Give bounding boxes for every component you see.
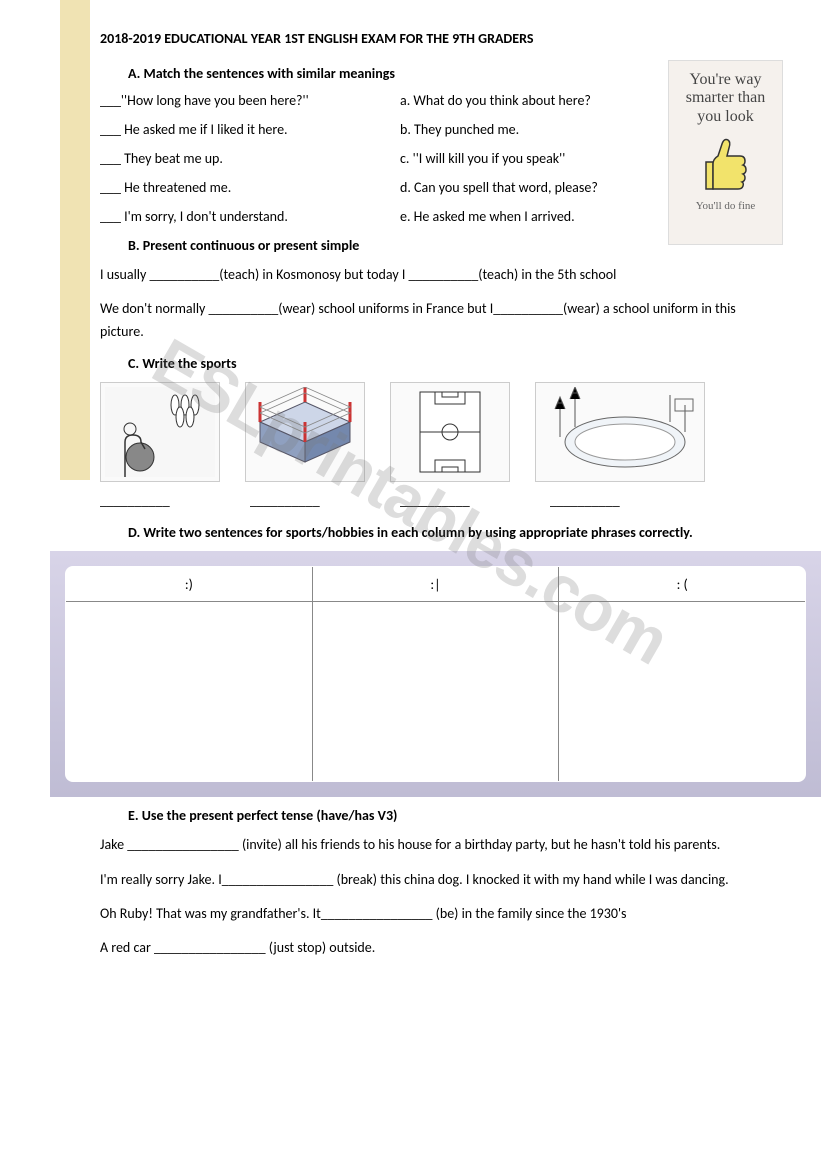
motivational-poster: You're way smarter than you look You'll …: [668, 60, 783, 245]
side-stripe: [60, 0, 90, 480]
poster-top-text: You're way smarter than you look: [677, 71, 774, 126]
section-c-label: C. Write the sports: [128, 355, 771, 372]
fill-line: I usually __________(teach) in Kosmonosy…: [100, 264, 771, 286]
cell: [559, 602, 806, 782]
poster-bottom-text: You'll do fine: [677, 200, 774, 212]
sport-image-football: [390, 382, 510, 482]
match-left: ___ They beat me up.: [100, 150, 400, 167]
sport-blank-row: __________ __________ __________ _______…: [100, 492, 771, 509]
hobby-table: :) :| : (: [65, 566, 806, 782]
table-body-row: [66, 602, 806, 782]
cell: [66, 602, 313, 782]
header-sad: : (: [559, 567, 806, 602]
sports-images-row: [100, 382, 771, 482]
match-left: ___ He threatened me.: [100, 179, 400, 196]
match-left: ___ He asked me if I liked it here.: [100, 121, 400, 138]
fill-line: I'm really sorry Jake. I________________…: [100, 869, 771, 891]
fill-line: We don't normally __________(wear) schoo…: [100, 298, 771, 343]
blank: __________: [400, 492, 495, 509]
blank: __________: [100, 492, 195, 509]
hobby-table-wrap: :) :| : (: [50, 551, 821, 797]
blank: __________: [250, 492, 345, 509]
fill-line: Jake ________________ (invite) all his f…: [100, 834, 771, 856]
header-happy: :): [66, 567, 313, 602]
cell: [312, 602, 559, 782]
fill-line: A red car ________________ (just stop) o…: [100, 937, 771, 959]
section-d-label: D. Write two sentences for sports/hobbie…: [128, 524, 771, 541]
worksheet-page: ESLprintables.com You're way smarter tha…: [0, 0, 821, 1002]
blank: __________: [550, 492, 645, 509]
table-header-row: :) :| : (: [66, 567, 806, 602]
sport-image-boxing: [245, 382, 365, 482]
sport-image-bowling: [100, 382, 220, 482]
fill-line: Oh Ruby! That was my grandfather's. It__…: [100, 903, 771, 925]
sport-image-ice-rink: [535, 382, 705, 482]
match-left: ___''How long have you been here?'': [100, 92, 400, 109]
thumbs-up-icon: [677, 134, 774, 194]
section-e-label: E. Use the present perfect tense (have/h…: [128, 807, 771, 824]
match-left: ___ I'm sorry, I don't understand.: [100, 208, 400, 225]
header-neutral: :|: [312, 567, 559, 602]
page-title: 2018-2019 EDUCATIONAL YEAR 1ST ENGLISH E…: [100, 30, 771, 47]
